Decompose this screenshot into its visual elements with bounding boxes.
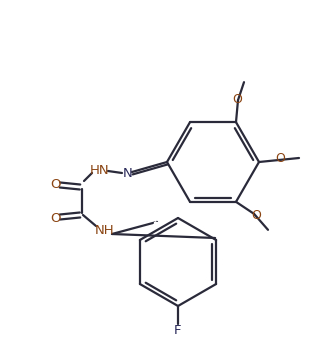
- Text: NH: NH: [95, 225, 115, 237]
- Text: O: O: [50, 177, 60, 191]
- Text: O: O: [232, 93, 242, 106]
- Text: HN: HN: [90, 164, 110, 176]
- Text: O: O: [251, 209, 261, 222]
- Text: O: O: [275, 151, 285, 165]
- Text: F: F: [174, 325, 182, 337]
- Text: O: O: [50, 211, 60, 225]
- Text: N: N: [123, 166, 133, 180]
